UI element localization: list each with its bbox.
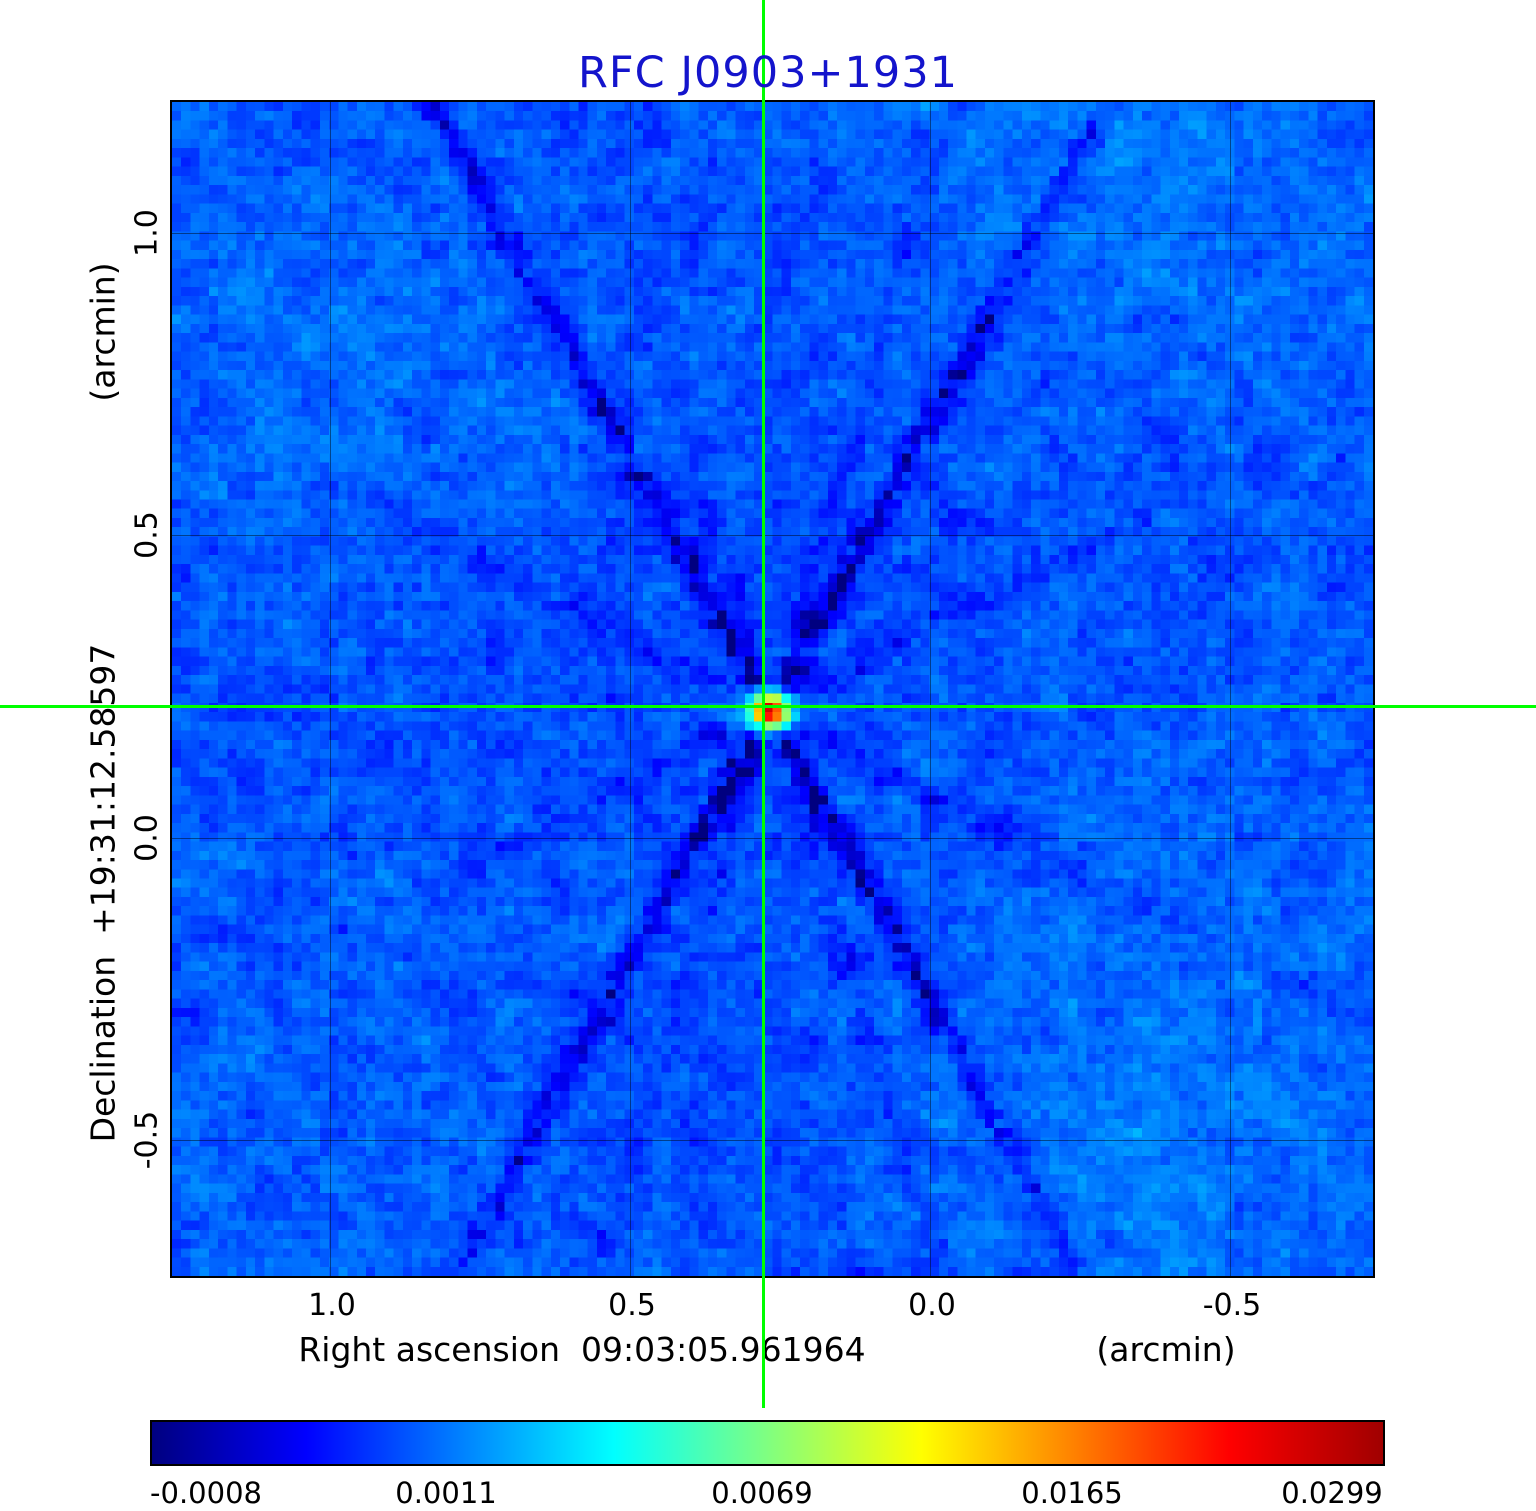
x-axis-label: Right ascension 09:03:05.961964 <box>298 1330 866 1369</box>
grid-line-vertical-4 <box>1230 102 1231 1276</box>
crosshair-vertical-line <box>762 0 765 1408</box>
figure-title: RFC J0903+1931 <box>578 48 958 98</box>
colorbar <box>150 1420 1385 1466</box>
sky-map-image <box>172 102 1373 1276</box>
colorbar-label-1: -0.0008 <box>150 1476 262 1510</box>
grid-line-vertical-3 <box>930 102 931 1276</box>
x-tick-label-2: 0.5 <box>608 1288 656 1323</box>
y-axis-unit-label: (arcmin) <box>83 262 123 402</box>
grid-line-horizontal-4 <box>172 1140 1373 1141</box>
y-tick-label-2: 0.5 <box>129 511 165 559</box>
x-tick-label-3: 0.0 <box>908 1288 956 1323</box>
grid-line-horizontal-2 <box>172 535 1373 536</box>
crosshair-horizontal-line <box>0 705 1536 708</box>
grid-line-vertical-1 <box>330 102 331 1276</box>
colorbar-label-3: 0.0069 <box>711 1476 813 1510</box>
grid-line-horizontal-1 <box>172 233 1373 234</box>
grid-line-vertical-2 <box>630 102 631 1276</box>
y-tick-label-3: 0.0 <box>129 814 165 862</box>
colorbar-gradient <box>152 1422 1383 1464</box>
y-tick-label-4: -0.5 <box>129 1110 165 1170</box>
x-axis-unit-label: (arcmin) <box>1096 1330 1236 1369</box>
colorbar-label-5: 0.0299 <box>1281 1476 1383 1510</box>
y-axis-label: Declination +19:31:12.58597 <box>83 643 123 1143</box>
grid-line-horizontal-3 <box>172 838 1373 839</box>
colorbar-label-4: 0.0165 <box>1021 1476 1123 1510</box>
colorbar-label-2: 0.0011 <box>395 1476 497 1510</box>
y-tick-label-1: 1.0 <box>129 209 165 257</box>
x-tick-label-4: -0.5 <box>1202 1288 1262 1323</box>
sky-plot <box>170 100 1375 1278</box>
x-tick-label-1: 1.0 <box>308 1288 356 1323</box>
